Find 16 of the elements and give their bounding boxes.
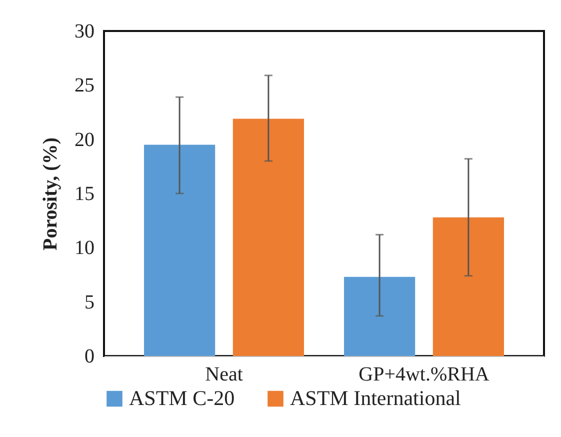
x-tick-label: GP+4wt.%RHA xyxy=(358,364,490,386)
y-tick-label: 20 xyxy=(74,128,94,151)
bar xyxy=(232,118,304,356)
bar xyxy=(144,144,216,356)
y-tick-label: 0 xyxy=(84,346,94,368)
y-tick-label: 15 xyxy=(74,183,94,205)
x-tick-label: Neat xyxy=(205,364,244,386)
bar xyxy=(432,217,504,356)
bar xyxy=(344,276,416,356)
y-tick-label: 5 xyxy=(84,291,94,314)
y-tick-label: 25 xyxy=(74,74,94,97)
legend-label: ASTM C-20 xyxy=(129,386,235,410)
y-axis-title: Porosity, (%) xyxy=(40,138,62,250)
legend-label: ASTM International xyxy=(290,386,462,410)
y-tick-label: 30 xyxy=(74,20,94,42)
y-tick-label: 10 xyxy=(74,237,94,260)
